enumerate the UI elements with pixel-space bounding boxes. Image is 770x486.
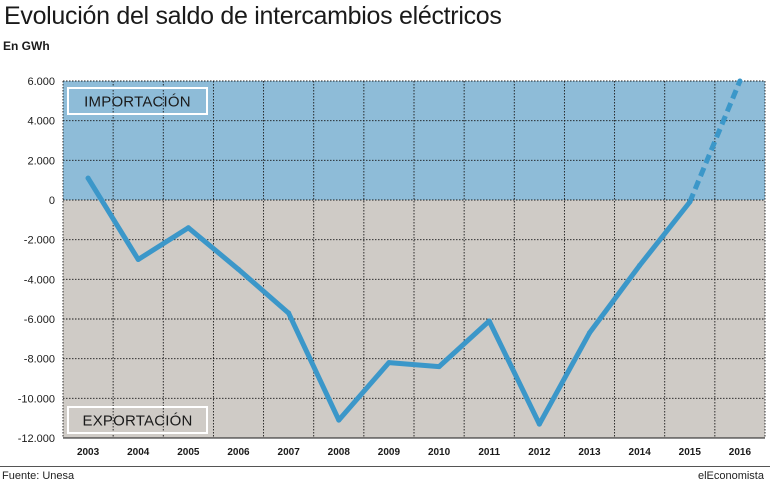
chart-grid xyxy=(62,80,766,439)
x-tick-label: 2006 xyxy=(227,447,250,458)
footer-divider xyxy=(0,466,770,467)
data-point xyxy=(286,310,292,316)
data-point xyxy=(236,266,241,272)
y-tick-label: -10.000 xyxy=(18,393,55,405)
data-point xyxy=(135,257,141,262)
region-label: IMPORTACIÓN xyxy=(84,94,191,111)
y-tick-label: 6.000 xyxy=(27,76,55,88)
series-line-projection xyxy=(687,80,743,203)
source-note: Fuente: Unesa xyxy=(2,470,75,482)
y-tick-label: -8.000 xyxy=(24,354,55,366)
x-tick-label: 2013 xyxy=(578,447,601,458)
x-tick-label: 2010 xyxy=(428,447,451,458)
y-tick-label: 2.000 xyxy=(27,155,55,167)
x-tick-label: 2005 xyxy=(177,447,200,458)
y-tick-label: -4.000 xyxy=(24,274,55,286)
x-tick-label: 2011 xyxy=(478,447,500,458)
data-point xyxy=(386,360,392,366)
chart-title: Evolución del saldo de intercambios eléc… xyxy=(4,2,502,30)
chart-subtitle: En GWh xyxy=(3,39,50,53)
x-tick-label: 2016 xyxy=(729,447,752,458)
region-label: EXPORTACIÓN xyxy=(83,413,193,430)
region-label-box xyxy=(67,87,208,115)
line-chart: IMPORTACIÓN EXPORTACIÓN 6.000 4.000 2.000 0 -… xyxy=(18,76,766,458)
x-tick-label: 2007 xyxy=(278,447,301,458)
data-point xyxy=(637,262,643,268)
data-point xyxy=(436,364,442,370)
data-series xyxy=(85,78,743,427)
y-tick-label: 0 xyxy=(49,195,55,207)
y-tick-label: -12.000 xyxy=(18,433,55,445)
x-tick-label: 2003 xyxy=(77,447,100,458)
x-tick-label: 2008 xyxy=(328,447,351,458)
x-tick-label: 2015 xyxy=(679,447,702,458)
data-point xyxy=(486,318,492,324)
data-point xyxy=(536,421,542,427)
data-point xyxy=(85,175,91,181)
brand-logo: elEconomista xyxy=(697,470,764,482)
data-point xyxy=(737,78,743,84)
data-point xyxy=(185,225,191,231)
data-point xyxy=(687,199,693,205)
data-point xyxy=(336,417,342,423)
region-labels: IMPORTACIÓN EXPORTACIÓN xyxy=(67,87,208,434)
y-tick-label: -2.000 xyxy=(24,235,55,247)
axis-labels: 6.000 4.000 2.000 0 -2.000 -4.000 -6.000 -8.000… xyxy=(18,76,752,458)
data-point xyxy=(587,330,592,336)
region-label-box xyxy=(67,406,208,434)
x-tick-label: 2012 xyxy=(528,447,551,458)
x-tick-label: 2009 xyxy=(378,447,401,458)
x-tick-label: 2004 xyxy=(127,447,150,458)
x-tick-label: 2014 xyxy=(629,447,652,458)
y-tick-label: -6.000 xyxy=(24,314,55,326)
y-tick-label: 4.000 xyxy=(27,116,55,128)
